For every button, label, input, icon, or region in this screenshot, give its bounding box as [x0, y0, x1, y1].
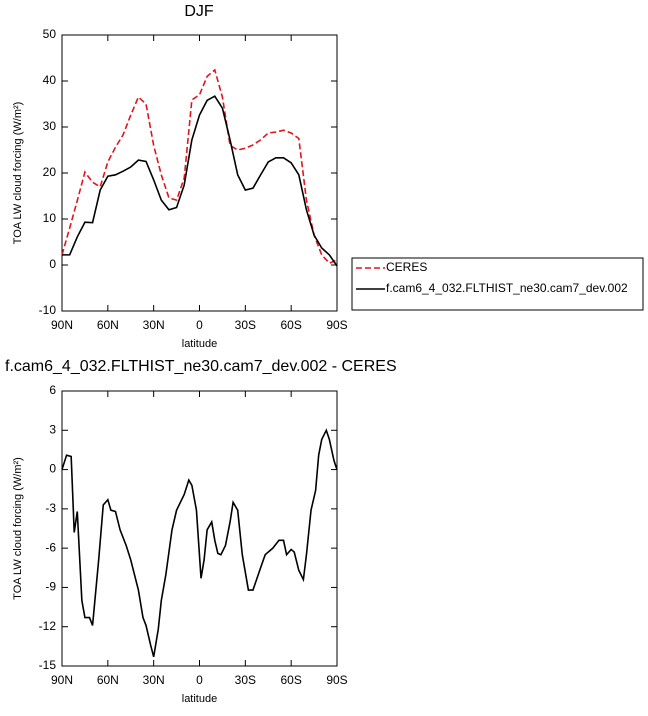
x-tick-label: 60N	[97, 318, 119, 332]
y-tick-label: 20	[43, 165, 57, 179]
data-line	[61, 68, 338, 265]
x-tick-label: 30N	[143, 318, 165, 332]
x-axis-label: latitude	[182, 693, 217, 705]
legend-box	[351, 257, 644, 311]
y-tick-label: 0	[49, 257, 56, 271]
y-tick-label: 50	[43, 27, 57, 41]
y-tick-label: -9	[45, 580, 56, 594]
y-axis-label: TOA LW cloud forcing (W/m²)	[12, 457, 24, 600]
x-tick-label: 60S	[280, 318, 301, 332]
y-tick-label: 6	[49, 383, 56, 397]
x-tick-label: 30S	[235, 318, 256, 332]
chart-title: DJF	[184, 3, 214, 20]
y-tick-label: -3	[45, 501, 56, 515]
y-tick-label: -15	[39, 658, 57, 672]
y-tick-label: 3	[49, 422, 56, 436]
x-axis-label: latitude	[182, 338, 217, 350]
x-tick-label: 90N	[51, 673, 73, 687]
legend-label: CERES	[386, 260, 427, 274]
y-tick-label: -12	[39, 619, 57, 633]
y-tick-label: -6	[45, 540, 56, 554]
x-tick-label: 90N	[51, 318, 73, 332]
y-tick-label: 40	[43, 73, 57, 87]
plot-frame	[61, 34, 338, 312]
legend-label: f.cam6_4_032.FLTHIST_ne30.cam7_dev.002	[386, 281, 628, 295]
plot-frame	[61, 390, 338, 667]
chart-title: f.cam6_4_032.FLTHIST_ne30.cam7_dev.002 -…	[5, 358, 397, 375]
x-tick-label: 90S	[326, 318, 347, 332]
data-line	[62, 95, 338, 267]
x-tick-label: 60S	[280, 673, 301, 687]
x-tick-label: 30N	[143, 673, 165, 687]
data-line	[61, 428, 338, 658]
x-tick-label: 90S	[326, 673, 347, 687]
x-tick-label: 30S	[235, 673, 256, 687]
x-tick-label: 60N	[97, 673, 119, 687]
y-tick-label: 30	[43, 119, 57, 133]
y-tick-label: 0	[49, 462, 56, 476]
x-tick-label: 0	[196, 318, 203, 332]
y-axis-label: TOA LW cloud forcing (W/m²)	[12, 102, 24, 245]
x-tick-label: 0	[196, 673, 203, 687]
y-tick-label: 10	[43, 211, 57, 225]
y-tick-label: -10	[39, 303, 57, 317]
